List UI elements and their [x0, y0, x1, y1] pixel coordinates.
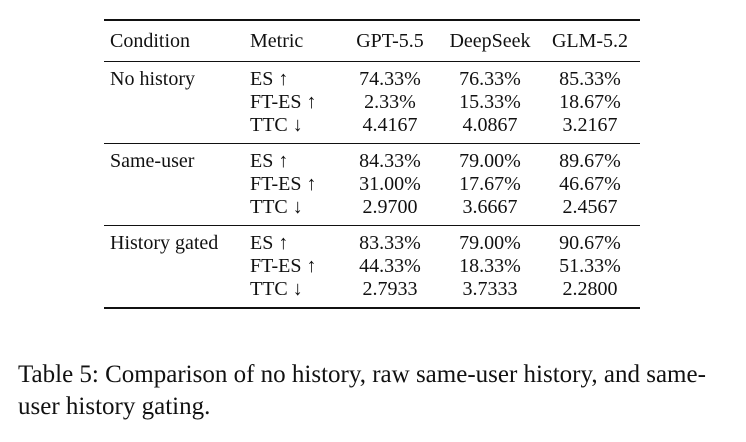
- value-cell: 4.4167: [362, 114, 418, 136]
- value-cell: 84.33%: [359, 150, 421, 172]
- condition-empty: [104, 114, 250, 144]
- metric-label: ES ↑: [250, 68, 289, 90]
- condition-label: Same-user: [110, 150, 195, 172]
- value-cell: 17.67%: [459, 173, 521, 195]
- header-deepseek: DeepSeek: [449, 30, 531, 52]
- value-cell: 90.67%: [559, 232, 621, 254]
- value-cell: 2.4567: [562, 196, 618, 218]
- table-row: TTC ↓ 2.7933 3.7333 2.2800: [104, 278, 640, 308]
- condition-label: History gated: [110, 232, 219, 254]
- metric-label: ES ↑: [250, 232, 289, 254]
- results-table: Condition Metric GPT-5.5 DeepSeek GLM-5.…: [104, 19, 640, 309]
- value-cell: 2.9700: [362, 196, 418, 218]
- table-header: Condition Metric GPT-5.5 DeepSeek GLM-5.…: [104, 20, 640, 62]
- table-row: History gated ES ↑ 83.33% 79.00% 90.67%: [104, 225, 640, 256]
- table-row: No history ES ↑ 74.33% 76.33% 85.33%: [104, 61, 640, 92]
- value-cell: 31.00%: [359, 173, 421, 195]
- value-cell: 46.67%: [559, 173, 621, 195]
- metric-label: TTC ↓: [250, 278, 303, 300]
- value-cell: 4.0867: [462, 114, 518, 136]
- group-history-gated: History gated ES ↑ 83.33% 79.00% 90.67% …: [104, 225, 640, 308]
- value-cell: 51.33%: [559, 255, 621, 277]
- group-no-history: No history ES ↑ 74.33% 76.33% 85.33% FT-…: [104, 61, 640, 144]
- table-row: Same-user ES ↑ 84.33% 79.00% 89.67%: [104, 143, 640, 174]
- value-cell: 3.6667: [462, 196, 518, 218]
- table-row: TTC ↓ 2.9700 3.6667 2.4567: [104, 196, 640, 226]
- value-cell: 79.00%: [459, 232, 521, 254]
- header-glm: GLM-5.2: [551, 30, 629, 52]
- header-gpt: GPT-5.5: [356, 30, 424, 52]
- value-cell: 76.33%: [459, 68, 521, 90]
- value-cell: 15.33%: [459, 91, 521, 113]
- value-cell: 18.67%: [559, 91, 621, 113]
- value-cell: 2.2800: [562, 278, 618, 300]
- header-row: Condition Metric GPT-5.5 DeepSeek GLM-5.…: [104, 20, 640, 62]
- value-cell: 2.7933: [362, 278, 418, 300]
- table-row: FT-ES ↑ 2.33% 15.33% 18.67%: [104, 91, 640, 114]
- value-cell: 89.67%: [559, 150, 621, 172]
- value-cell: 3.2167: [562, 114, 618, 136]
- metric-label: FT-ES ↑: [250, 91, 317, 113]
- value-cell: 83.33%: [359, 232, 421, 254]
- metric-label: TTC ↓: [250, 114, 303, 136]
- header-condition: Condition: [110, 30, 191, 52]
- metric-label: FT-ES ↑: [250, 173, 317, 195]
- value-cell: 3.7333: [462, 278, 518, 300]
- results-table-container: Condition Metric GPT-5.5 DeepSeek GLM-5.…: [104, 19, 640, 309]
- condition-empty: [104, 255, 250, 278]
- condition-empty: [104, 278, 250, 308]
- table-row: FT-ES ↑ 31.00% 17.67% 46.67%: [104, 173, 640, 196]
- value-cell: 18.33%: [459, 255, 521, 277]
- table-caption: Table 5: Comparison of no history, raw s…: [18, 361, 706, 420]
- group-same-user: Same-user ES ↑ 84.33% 79.00% 89.67% FT-E…: [104, 143, 640, 226]
- condition-empty: [104, 173, 250, 196]
- metric-label: ES ↑: [250, 150, 289, 172]
- value-cell: 2.33%: [364, 91, 416, 113]
- metric-label: TTC ↓: [250, 196, 303, 218]
- value-cell: 74.33%: [359, 68, 421, 90]
- metric-label: FT-ES ↑: [250, 255, 317, 277]
- value-cell: 44.33%: [359, 255, 421, 277]
- condition-empty: [104, 91, 250, 114]
- condition-label: No history: [110, 68, 195, 90]
- table-row: FT-ES ↑ 44.33% 18.33% 51.33%: [104, 255, 640, 278]
- header-metric: Metric: [250, 30, 304, 52]
- table-row: TTC ↓ 4.4167 4.0867 3.2167: [104, 114, 640, 144]
- value-cell: 79.00%: [459, 150, 521, 172]
- condition-empty: [104, 196, 250, 226]
- value-cell: 85.33%: [559, 68, 621, 90]
